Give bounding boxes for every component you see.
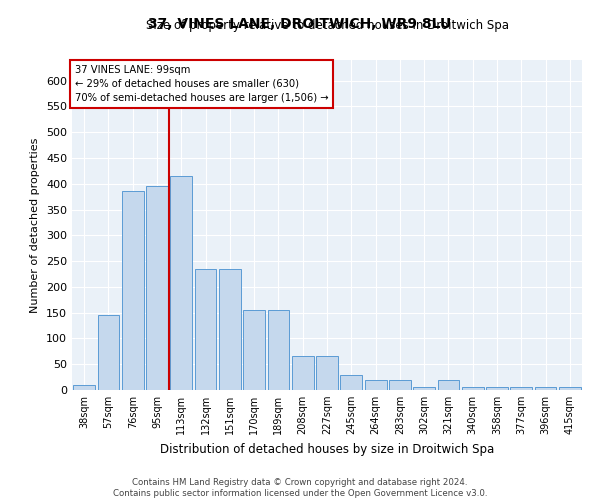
Bar (243, 310, 265, 390)
Text: 37 VINES LANE: 99sqm
← 29% of detached houses are smaller (630)
70% of semi-deta: 37 VINES LANE: 99sqm ← 29% of detached h… (74, 65, 328, 103)
Text: 37, VINES LANE, DROITWICH, WR9 8LU: 37, VINES LANE, DROITWICH, WR9 8LU (148, 18, 452, 32)
Bar (437, 380, 460, 390)
X-axis label: Distribution of detached houses by size in Droitwich Spa: Distribution of detached houses by size … (160, 442, 494, 456)
Title: Size of property relative to detached houses in Droitwich Spa: Size of property relative to detached ho… (146, 20, 509, 32)
Text: Contains HM Land Registry data © Crown copyright and database right 2024.
Contai: Contains HM Land Registry data © Crown c… (113, 478, 487, 498)
Bar (462, 388, 484, 390)
Bar (292, 356, 314, 390)
Bar (316, 356, 338, 390)
Bar (486, 388, 508, 390)
Bar (511, 388, 532, 390)
Bar (146, 186, 168, 390)
Y-axis label: Number of detached properties: Number of detached properties (31, 138, 40, 312)
Bar (389, 380, 411, 390)
Bar (559, 388, 581, 390)
Bar (340, 374, 362, 390)
Bar (535, 388, 556, 390)
Bar (73, 385, 95, 390)
Bar (122, 192, 143, 390)
Bar (365, 380, 386, 390)
Bar (268, 310, 289, 390)
Bar (219, 269, 241, 390)
Bar (170, 176, 192, 390)
Bar (97, 315, 119, 390)
Bar (413, 388, 435, 390)
Bar (194, 269, 217, 390)
